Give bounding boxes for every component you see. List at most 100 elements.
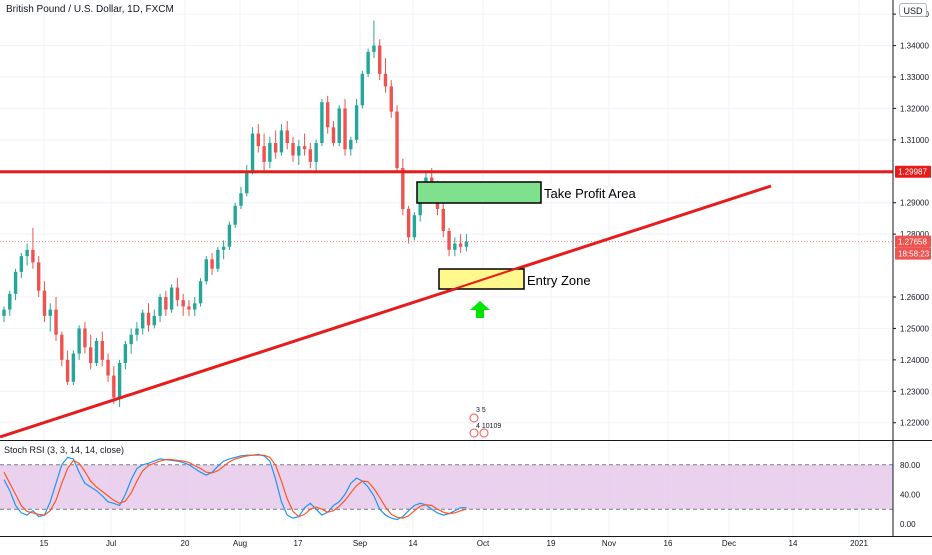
candle-body [389, 86, 393, 112]
resistance-price-tag-bg [895, 165, 931, 178]
candle-body [418, 196, 422, 216]
x-tick-label: 19 [547, 539, 556, 548]
y-tick-label: 1.22000 [900, 419, 929, 428]
stoch-band [0, 464, 893, 510]
candle-body [331, 127, 336, 143]
y-tick-label: 1.33000 [900, 73, 929, 82]
event-marker-top: 3 5 [476, 407, 486, 414]
candle-body [273, 143, 278, 153]
y-tick-label: 1.28000 [900, 230, 929, 239]
candle-body [175, 287, 180, 301]
x-tick-label: Oct [477, 539, 490, 548]
candle-body [216, 249, 220, 269]
currency-button[interactable]: USD [899, 3, 927, 17]
candle-body [112, 375, 116, 398]
candle-body [54, 309, 58, 335]
candle-body [349, 139, 353, 150]
candle-body [447, 231, 451, 250]
y-tick-label: 1.26000 [900, 293, 929, 302]
candle-body [13, 271, 18, 294]
x-tick-label: 15 [40, 539, 49, 548]
candle-body [8, 293, 12, 310]
candle-body [141, 312, 145, 329]
x-tick-label: 16 [664, 539, 673, 548]
candle-body [268, 143, 272, 162]
osc-tick-label: 80.00 [900, 461, 921, 470]
countdown-tag-bg [895, 247, 931, 260]
y-tick-label: 1.29000 [900, 199, 929, 208]
candle-body [83, 328, 87, 348]
take-profit-label: Take Profit Area [544, 186, 637, 201]
candle-body [135, 328, 139, 335]
candle-body [372, 45, 376, 52]
x-tick-label: 14 [789, 539, 798, 548]
candle-body [227, 224, 232, 247]
entry-zone-label: Entry Zone [527, 273, 591, 288]
candle-body [169, 287, 174, 310]
y-tick-label: 1.23000 [900, 387, 929, 396]
candle-body [106, 359, 110, 376]
event-icon [469, 428, 479, 438]
candle-body [233, 205, 237, 225]
candle-body [71, 353, 76, 382]
candle-body [360, 73, 365, 106]
candle-body [210, 259, 214, 269]
candle-body [464, 241, 469, 247]
event-icon [479, 428, 489, 438]
x-tick-label: 2021 [850, 539, 868, 548]
candle-body [146, 312, 151, 326]
candle-body [256, 133, 261, 147]
candle-body [94, 341, 99, 363]
x-tick-label: 17 [294, 539, 303, 548]
resistance-price-tag: 1.29987 [898, 168, 927, 177]
countdown-tag: 18:58:23 [898, 250, 930, 259]
candle-body [129, 334, 133, 345]
candle-body [343, 108, 347, 150]
candle-body [31, 249, 35, 263]
candle-body [314, 143, 318, 162]
candle-body [198, 281, 203, 304]
stoch-band-fill [0, 464, 893, 510]
candle-body [458, 243, 463, 247]
candle-body [320, 102, 324, 143]
stoch-k-line [3, 453, 467, 521]
candle-body [42, 290, 47, 316]
candle-body [302, 146, 307, 150]
y-tick-label: 1.32000 [900, 104, 929, 113]
last-price-tag: 1.27658 [898, 238, 927, 247]
up-arrow-icon [470, 301, 490, 318]
candle-body [187, 306, 191, 310]
candle-body [250, 133, 255, 172]
candle-body [2, 309, 6, 316]
stoch-d-line [3, 454, 467, 519]
candle-body [48, 309, 52, 316]
candle-body [354, 105, 359, 140]
candle-body [406, 209, 411, 238]
candle-body [366, 51, 370, 74]
symbol-title: British Pound / U.S. Dollar, 1D, FXCM [6, 4, 174, 15]
candle-body [100, 341, 104, 360]
x-tick-label: 20 [181, 539, 190, 548]
event-icon [469, 413, 479, 423]
x-tick-label: 14 [409, 539, 418, 548]
candle-body [36, 262, 41, 291]
candle-body [164, 297, 168, 310]
osc-tick-label: 40.00 [900, 490, 921, 499]
take-profit-box [416, 181, 542, 204]
candle-body [453, 243, 457, 250]
trendline-overlay [438, 265, 525, 295]
candle-body [262, 146, 266, 162]
candle-body [401, 168, 405, 209]
candle-body [221, 246, 226, 250]
candle-body [117, 363, 122, 398]
x-tick-label: Sep [353, 539, 368, 548]
candle-body [65, 359, 70, 382]
x-tick-label: Jul [106, 539, 116, 548]
drawings: Take Profit Area Entry Zone 3 5 4 10109 [0, 170, 893, 439]
candle-body [383, 73, 388, 87]
candle-body [308, 149, 313, 162]
candle-body [193, 303, 197, 310]
